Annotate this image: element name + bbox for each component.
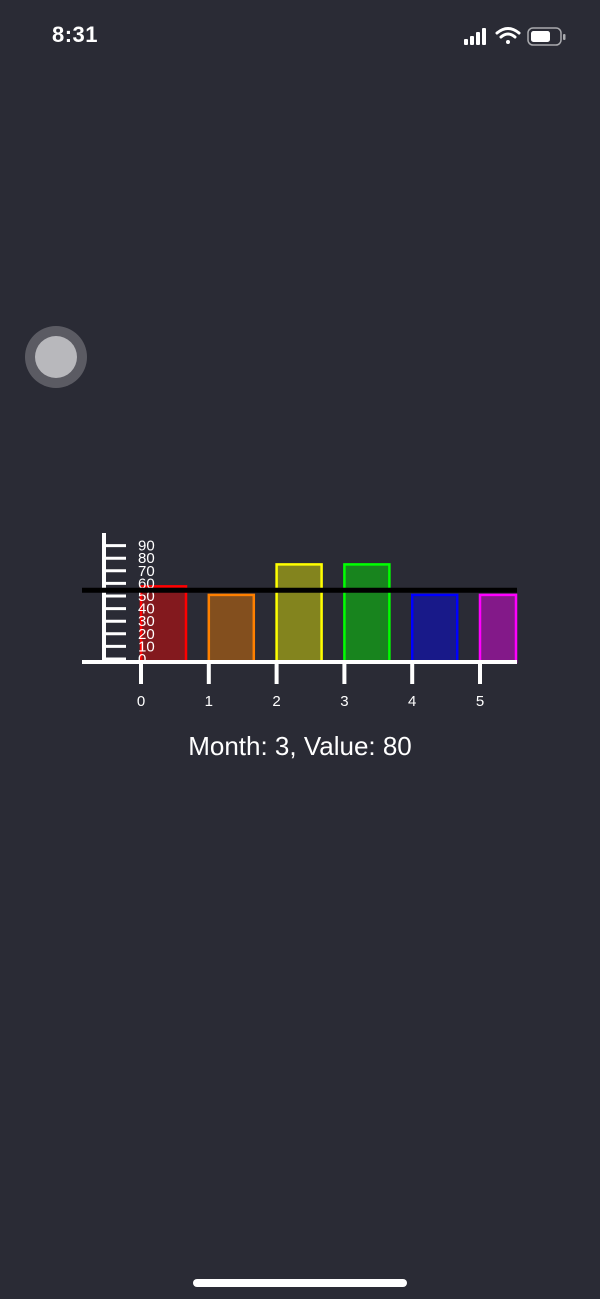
- wifi-icon: [495, 27, 521, 44]
- y-tick-label-90: 90: [138, 538, 155, 555]
- x-tick-label-4: 4: [408, 693, 416, 710]
- assistive-touch-icon: [35, 336, 77, 378]
- y-tick-label-10: 10: [138, 638, 155, 655]
- x-tick-label-0: 0: [137, 693, 145, 710]
- cellular-signal-icon: [464, 28, 486, 45]
- y-tick-label-20: 20: [138, 626, 155, 643]
- bar-1: [207, 593, 256, 664]
- y-tick-label-70: 70: [138, 563, 155, 580]
- y-tick-label-80: 80: [138, 550, 155, 567]
- selection-caption: Month: 3, Value: 80: [188, 731, 412, 761]
- x-tick-label-2: 2: [272, 693, 280, 710]
- home-indicator[interactable]: [193, 1279, 407, 1287]
- x-tick-label-1: 1: [205, 693, 213, 710]
- y-tick-label-0: 0: [138, 651, 146, 668]
- bar-2: [275, 563, 323, 664]
- bar-3: [343, 563, 391, 664]
- x-tick-label-3: 3: [340, 693, 348, 710]
- y-tick-label-40: 40: [138, 601, 155, 618]
- x-tick-label-5: 5: [476, 693, 484, 710]
- y-tick-label-30: 30: [138, 613, 155, 630]
- bar-5: [478, 593, 518, 664]
- battery-icon: [527, 27, 566, 46]
- assistive-touch-button[interactable]: [25, 326, 87, 388]
- status-time: 8:31: [52, 22, 99, 47]
- status-bar: 8:31: [0, 0, 600, 70]
- chart-container: 0 10 20 30 40 50 60 70 80 90 0 1 2 3 4 5: [0, 520, 600, 720]
- status-icons: [464, 27, 566, 46]
- bar-4: [410, 593, 459, 664]
